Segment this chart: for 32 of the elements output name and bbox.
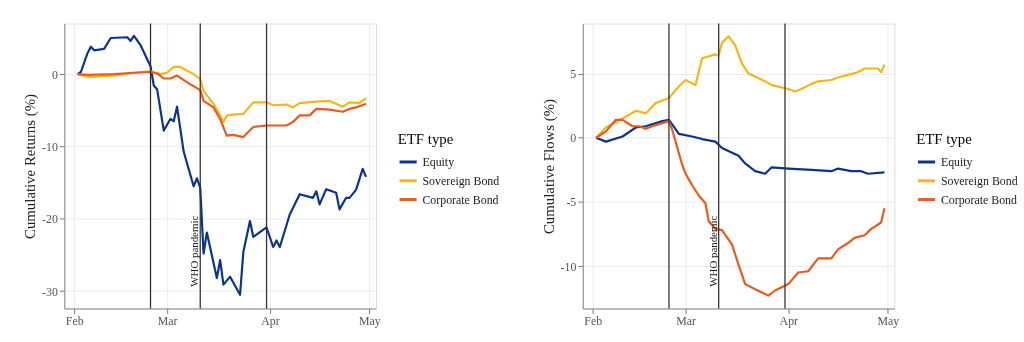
x-tick-label: May — [358, 313, 381, 328]
x-tick-label: Feb — [584, 313, 603, 328]
ref-line-label: WHO pandemic — [706, 215, 719, 287]
legend-title: ETF type — [397, 130, 454, 147]
legend-label: Equity — [422, 154, 455, 169]
x-tick-label: Mar — [157, 313, 178, 328]
y-tick-label: -10 — [42, 139, 58, 154]
legend-label: Sovereign Bond — [940, 173, 1018, 188]
line-series — [76, 34, 368, 296]
x-tick-label: Apr — [261, 313, 280, 328]
legend-title: ETF type — [916, 130, 973, 147]
y-tick-label: 0 — [570, 131, 577, 146]
x-tick-label: May — [877, 313, 900, 328]
ref-line-label: WHO pandemic — [188, 215, 201, 287]
x-tick-label: Mar — [676, 313, 696, 328]
y-tick-label: 0 — [51, 67, 58, 82]
y-tick-label: -10 — [560, 259, 577, 274]
legend-label: Corporate Bond — [940, 192, 1018, 207]
line-series — [594, 118, 886, 297]
x-tick-label: Apr — [779, 313, 799, 328]
y-axis-title: Cumulative Flows (%) — [540, 98, 558, 235]
y-tick-label: 5 — [570, 67, 577, 82]
line-series — [76, 70, 368, 139]
y-axis-title: Cumulative Returns (%) — [22, 93, 40, 239]
y-tick-label: -20 — [42, 212, 58, 227]
y-tick-label: -30 — [42, 284, 58, 299]
legend-label: Sovereign Bond — [422, 173, 500, 188]
legend-label: Equity — [940, 154, 973, 169]
legend-label: Corporate Bond — [422, 192, 499, 207]
line-series — [594, 118, 886, 175]
x-tick-label: Feb — [65, 313, 84, 328]
y-tick-label: -5 — [566, 195, 577, 210]
